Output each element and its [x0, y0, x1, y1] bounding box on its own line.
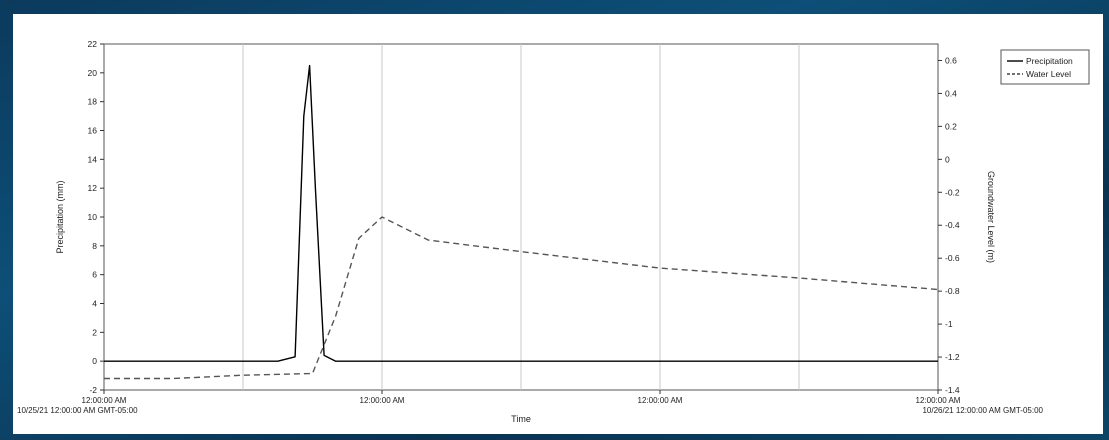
- right-axis: 0.6 0.4 0.2 0 -0.2 -0.4 -0.6 -0.8 -1 -1.2 -1.4: [938, 55, 960, 395]
- left-tick-label-10: 18: [88, 97, 98, 107]
- left-tick-label-6: 10: [88, 212, 98, 222]
- chart-panel: -2 0 2 4 6 8 10 12 14 16 18 20 22 0.6 0.4 0.2 0 -0.2 -0.4…: [13, 14, 1103, 434]
- x-tick-label-2-0: 12:00:00 AM: [638, 396, 683, 405]
- right-tick-label-6: -0.6: [945, 253, 960, 263]
- right-tick-label-9: -1.2: [945, 352, 960, 362]
- legend-box: [1000, 49, 1090, 85]
- left-tick-label-1: 0: [92, 356, 97, 366]
- left-tick-label-2: 2: [92, 327, 97, 337]
- right-tick-label-7: -0.8: [945, 286, 960, 296]
- left-tick-label-5: 8: [92, 241, 97, 251]
- left-tick-label-0: -2: [89, 385, 97, 395]
- left-tick-label-3: 4: [92, 299, 97, 309]
- right-tick-label-8: -1: [945, 319, 953, 329]
- right-tick-label-0: 0.6: [945, 55, 957, 65]
- x-tick-label-3-1: 10/26/21 12:00:00 AM GMT-05:00: [922, 406, 1043, 415]
- left-tick-label-12: 22: [88, 39, 98, 49]
- right-tick-label-1: 0.4: [945, 88, 957, 98]
- legend: Precipitation Water Level: [1000, 49, 1090, 85]
- right-tick-label-5: -0.4: [945, 220, 960, 230]
- right-axis-label: Groundwater Level (m): [986, 171, 996, 263]
- right-tick-label-2: 0.2: [945, 121, 957, 131]
- left-tick-label-11: 20: [88, 68, 98, 78]
- legend-precipitation-label: Precipitation: [1026, 56, 1073, 66]
- left-tick-label-8: 14: [88, 154, 98, 164]
- x-tick-label-0-1: 10/25/21 12:00:00 AM GMT-05:00: [17, 406, 138, 415]
- right-tick-label-10: -1.4: [945, 385, 960, 395]
- right-tick-label-4: -0.2: [945, 187, 960, 197]
- series-precipitation-line: [104, 64, 938, 362]
- left-tick-label-4: 6: [92, 270, 97, 280]
- series-layer: [104, 64, 939, 380]
- left-tick-label-7: 12: [88, 183, 98, 193]
- chart: -2 0 2 4 6 8 10 12 14 16 18 20 22 0.6 0.4 0.2 0 -0.2 -0.4…: [17, 39, 1090, 424]
- x-tick-label-0-0: 12:00:00 AM: [82, 396, 127, 405]
- right-tick-label-3: 0: [945, 154, 950, 164]
- x-tick-label-3-0: 12:00:00 AM: [916, 396, 961, 405]
- series-water-level-line: [104, 216, 939, 380]
- x-axis-label: Time: [511, 414, 531, 424]
- left-tick-label-9: 16: [88, 126, 98, 136]
- grid-layer: [242, 44, 800, 390]
- left-axis: -2 0 2 4 6 8 10 12 14 16 18 20 22: [88, 39, 104, 395]
- legend-water-level-label: Water Level: [1026, 69, 1071, 79]
- x-tick-label-1-0: 12:00:00 AM: [360, 396, 405, 405]
- left-axis-label: Precipitation (mm): [55, 180, 65, 253]
